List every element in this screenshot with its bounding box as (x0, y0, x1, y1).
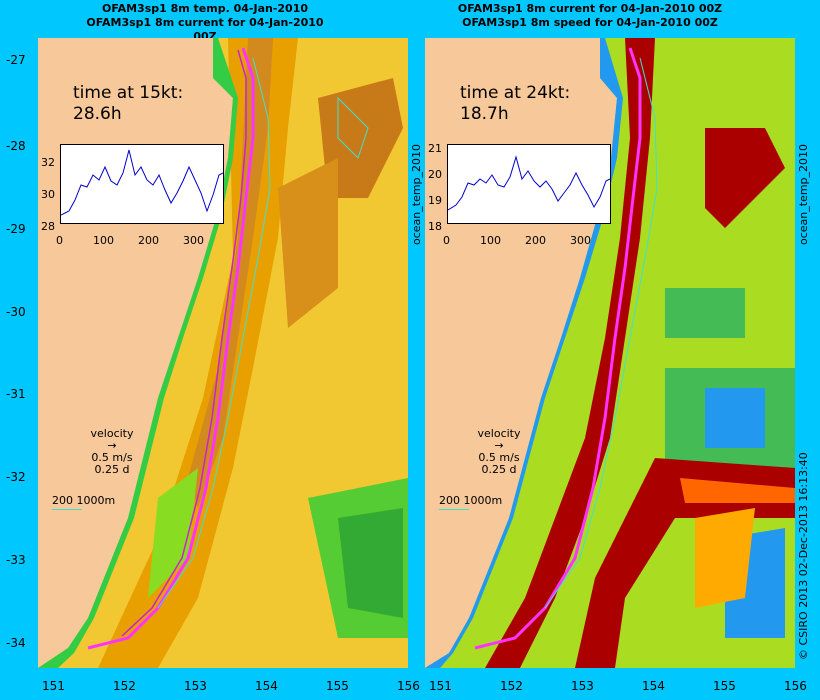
depth-scale: 200 1000m (52, 494, 115, 510)
lon-tick: 156 (397, 679, 420, 693)
depth-scale-line (439, 509, 469, 510)
legend-arrow-icon: → (494, 439, 504, 452)
legend-title: velocity (477, 427, 521, 440)
lon-tick: 151 (429, 679, 452, 693)
lon-tick: 152 (500, 679, 523, 693)
left-time-label: time at 15kt: (73, 83, 184, 103)
depth-scale-line (52, 509, 82, 510)
left-temperature-map (38, 38, 408, 668)
inset-xtick: 200 (525, 234, 546, 247)
right-title-1: OFAM3sp1 8m current for 04-Jan-2010 00Z (457, 2, 723, 15)
right-map-panel: time at 24kt: 18.7h 21 20 19 18 0 100 20… (425, 38, 795, 668)
lon-tick: 155 (326, 679, 349, 693)
lon-tick: 153 (184, 679, 207, 693)
lon-tick: 155 (713, 679, 736, 693)
velocity-legend: velocity → 0.5 m/s 0.25 d (82, 428, 142, 476)
lat-tick: -32 (6, 470, 26, 484)
inset-ytick: 18 (428, 220, 442, 233)
inset-xtick: 100 (480, 234, 501, 247)
inset-xtick: 0 (56, 234, 63, 247)
inset-xtick: 100 (93, 234, 114, 247)
copyright: © CSIRO 2013 02-Dec-2013 16:13:40 (797, 452, 810, 660)
lon-tick: 152 (113, 679, 136, 693)
lon-tick: 151 (42, 679, 65, 693)
inset-xtick: 300 (183, 234, 204, 247)
inset-ytick: 32 (41, 156, 55, 169)
right-timeseries-inset (447, 144, 611, 224)
depth-scale-label: 200 1000m (52, 494, 116, 507)
left-timeseries-inset (60, 144, 224, 224)
lat-tick: -28 (6, 139, 26, 153)
right-side-label: ocean_temp_2010 (797, 143, 810, 245)
left-map-panel: time at 15kt: 28.6h 32 30 28 0 100 200 3… (38, 38, 408, 668)
depth-scale: 200 1000m (439, 494, 502, 510)
lat-tick: -33 (6, 553, 26, 567)
inset-ytick: 20 (428, 168, 442, 181)
right-time-value: 18.7h (460, 104, 509, 124)
depth-scale-label: 200 1000m (439, 494, 503, 507)
inset-xtick: 0 (443, 234, 450, 247)
right-speed-map (425, 38, 795, 668)
right-title-2: OFAM3sp1 8m speed for 04-Jan-2010 00Z (462, 16, 718, 29)
inset-ytick: 21 (428, 142, 442, 155)
lon-tick: 154 (255, 679, 278, 693)
velocity-legend: velocity → 0.5 m/s 0.25 d (469, 428, 529, 476)
legend-duration: 0.25 d (94, 463, 130, 476)
right-time-label: time at 24kt: (460, 83, 571, 103)
lon-tick: 156 (784, 679, 807, 693)
inset-xtick: 300 (570, 234, 591, 247)
lat-tick: -29 (6, 222, 26, 236)
inset-ytick: 19 (428, 194, 442, 207)
lat-tick: -34 (6, 636, 26, 650)
legend-arrow-icon: → (107, 439, 117, 452)
lat-tick: -30 (6, 305, 26, 319)
legend-title: velocity (90, 427, 134, 440)
legend-duration: 0.25 d (481, 463, 517, 476)
lon-tick: 153 (571, 679, 594, 693)
legend-speed: 0.5 m/s (478, 451, 520, 464)
left-time-value: 28.6h (73, 104, 122, 124)
left-side-label: ocean_temp_2010 (410, 143, 423, 245)
inset-xtick: 200 (138, 234, 159, 247)
inset-ytick: 30 (41, 188, 55, 201)
left-title-1: OFAM3sp1 8m temp. 04-Jan-2010 (101, 2, 309, 15)
lat-tick: -31 (6, 387, 26, 401)
inset-ytick: 28 (41, 220, 55, 233)
lon-tick: 154 (642, 679, 665, 693)
legend-speed: 0.5 m/s (91, 451, 133, 464)
lat-tick: -27 (6, 53, 26, 67)
